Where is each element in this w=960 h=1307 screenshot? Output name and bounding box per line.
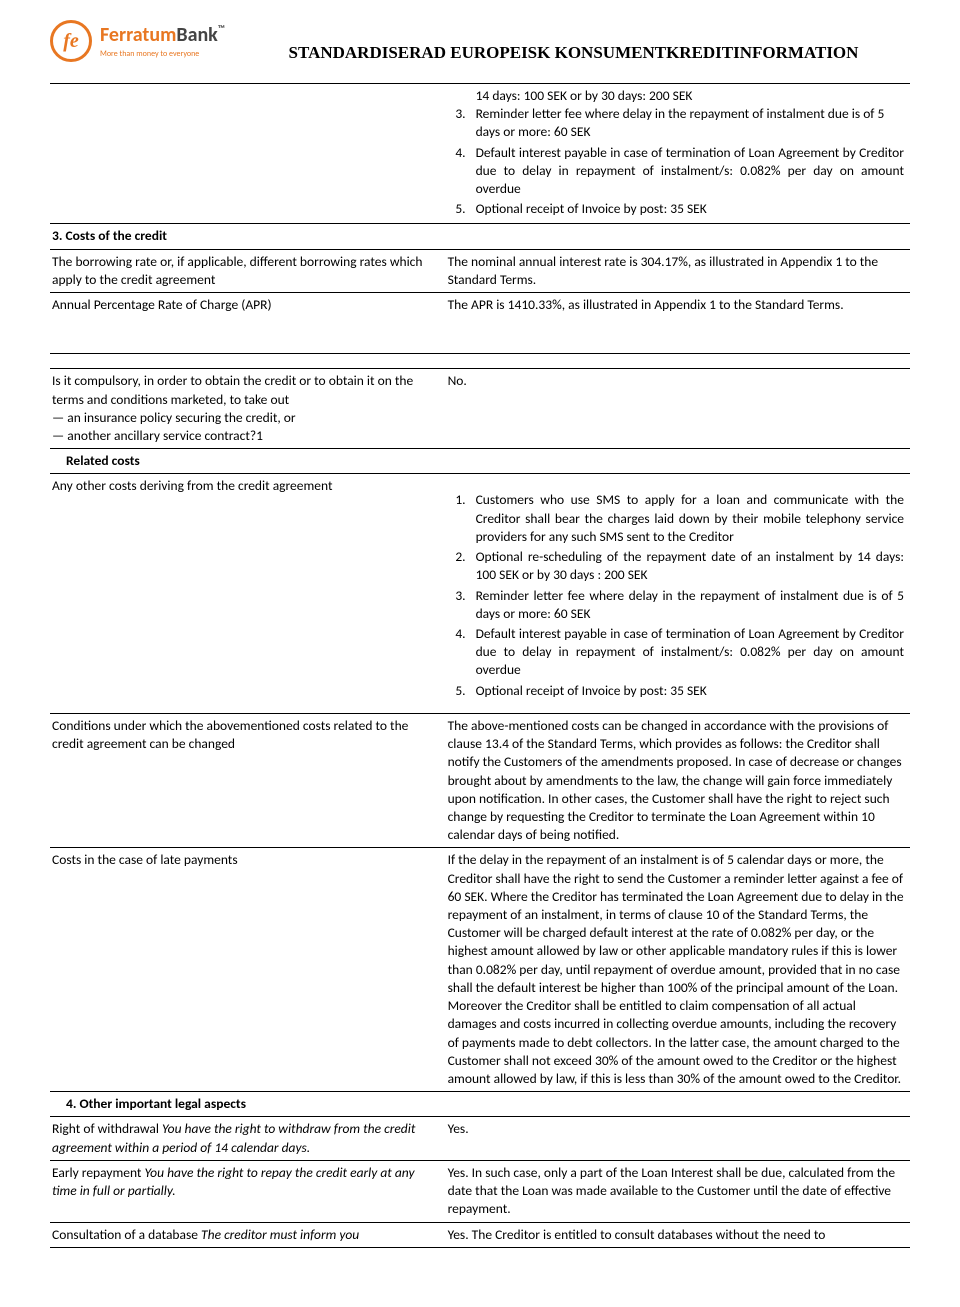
logo-mark-icon: fe xyxy=(50,20,92,62)
table-row: Annual Percentage Rate of Charge (APR) T… xyxy=(50,293,910,354)
numbered-list: 1.Customers who use SMS to apply for a l… xyxy=(448,491,904,699)
cell-right: The nominal annual interest rate is 304.… xyxy=(446,249,910,292)
cell-left: Is it compulsory, in order to obtain the… xyxy=(50,369,446,449)
cell-left: Conditions under which the abovementione… xyxy=(50,713,446,848)
table-row: Right of withdrawal You have the right t… xyxy=(50,1117,910,1160)
cell-left: Any other costs deriving from the credit… xyxy=(50,474,446,713)
table-row: Related costs xyxy=(50,449,910,474)
list-item: 4.Default interest payable in case of te… xyxy=(448,625,904,680)
table-row: 3. Costs of the credit xyxy=(50,224,910,249)
table-row: Conditions under which the abovementione… xyxy=(50,713,910,848)
cell-right: 1.Customers who use SMS to apply for a l… xyxy=(446,474,910,713)
cell-left xyxy=(50,83,446,224)
logo: fe FerratumBank™ More than money to ever… xyxy=(50,20,225,62)
document-title: STANDARDISERAD EUROPEISK KONSUMENTKREDIT… xyxy=(237,42,910,65)
table-row: Is it compulsory, in order to obtain the… xyxy=(50,369,910,449)
continuation-line: 14 days: 100 SEK or by 30 days: 200 SEK xyxy=(448,87,904,105)
cell-right: The above-mentioned costs can be changed… xyxy=(446,713,910,848)
section-heading: 3. Costs of the credit xyxy=(50,224,910,249)
table-row: Consultation of a database The creditor … xyxy=(50,1222,910,1247)
cell-right: Yes. In such case, only a part of the Lo… xyxy=(446,1160,910,1222)
table-row: The borrowing rate or, if applicable, di… xyxy=(50,249,910,292)
table-row: Costs in the case of late payments If th… xyxy=(50,848,910,1092)
cell-left: Costs in the case of late payments xyxy=(50,848,446,1092)
numbered-list: 3.Reminder letter fee where delay in the… xyxy=(448,105,904,218)
cell-left: Consultation of a database The creditor … xyxy=(50,1222,446,1247)
list-item: 4.Default interest payable in case of te… xyxy=(448,144,904,199)
list-item: 2.Optional re-scheduling of the repaymen… xyxy=(448,548,904,584)
section-heading: 4. Other important legal aspects xyxy=(50,1092,910,1117)
list-item: 5.Optional receipt of Invoice by post: 3… xyxy=(448,200,904,218)
info-table: Is it compulsory, in order to obtain the… xyxy=(50,368,910,1247)
section-heading: Related costs xyxy=(50,449,910,474)
cell-right: If the delay in the repayment of an inst… xyxy=(446,848,910,1092)
cell-right: Yes. The Creditor is entitled to consult… xyxy=(446,1222,910,1247)
table-row: Early repayment You have the right to re… xyxy=(50,1160,910,1222)
logo-name: FerratumBank™ xyxy=(100,22,225,49)
list-item: 1.Customers who use SMS to apply for a l… xyxy=(448,491,904,546)
cell-left: Right of withdrawal You have the right t… xyxy=(50,1117,446,1160)
cell-left: The borrowing rate or, if applicable, di… xyxy=(50,249,446,292)
info-table: 14 days: 100 SEK or by 30 days: 200 SEK … xyxy=(50,83,910,354)
table-row: 4. Other important legal aspects xyxy=(50,1092,910,1117)
cell-left: Annual Percentage Rate of Charge (APR) xyxy=(50,293,446,354)
logo-text: FerratumBank™ More than money to everyon… xyxy=(100,22,225,60)
cell-right: No. xyxy=(446,369,910,449)
list-item: 5.Optional receipt of Invoice by post: 3… xyxy=(448,682,904,700)
table-row: Any other costs deriving from the credit… xyxy=(50,474,910,713)
cell-left: Early repayment You have the right to re… xyxy=(50,1160,446,1222)
logo-tagline: More than money to everyone xyxy=(100,49,225,60)
cell-right: 14 days: 100 SEK or by 30 days: 200 SEK … xyxy=(446,83,910,224)
page-header: fe FerratumBank™ More than money to ever… xyxy=(50,20,910,65)
cell-right: Yes. xyxy=(446,1117,910,1160)
table-row: 14 days: 100 SEK or by 30 days: 200 SEK … xyxy=(50,83,910,224)
cell-right: The APR is 1410.33%, as illustrated in A… xyxy=(446,293,910,354)
list-item: 3.Reminder letter fee where delay in the… xyxy=(448,105,904,141)
list-item: 3.Reminder letter fee where delay in the… xyxy=(448,587,904,623)
